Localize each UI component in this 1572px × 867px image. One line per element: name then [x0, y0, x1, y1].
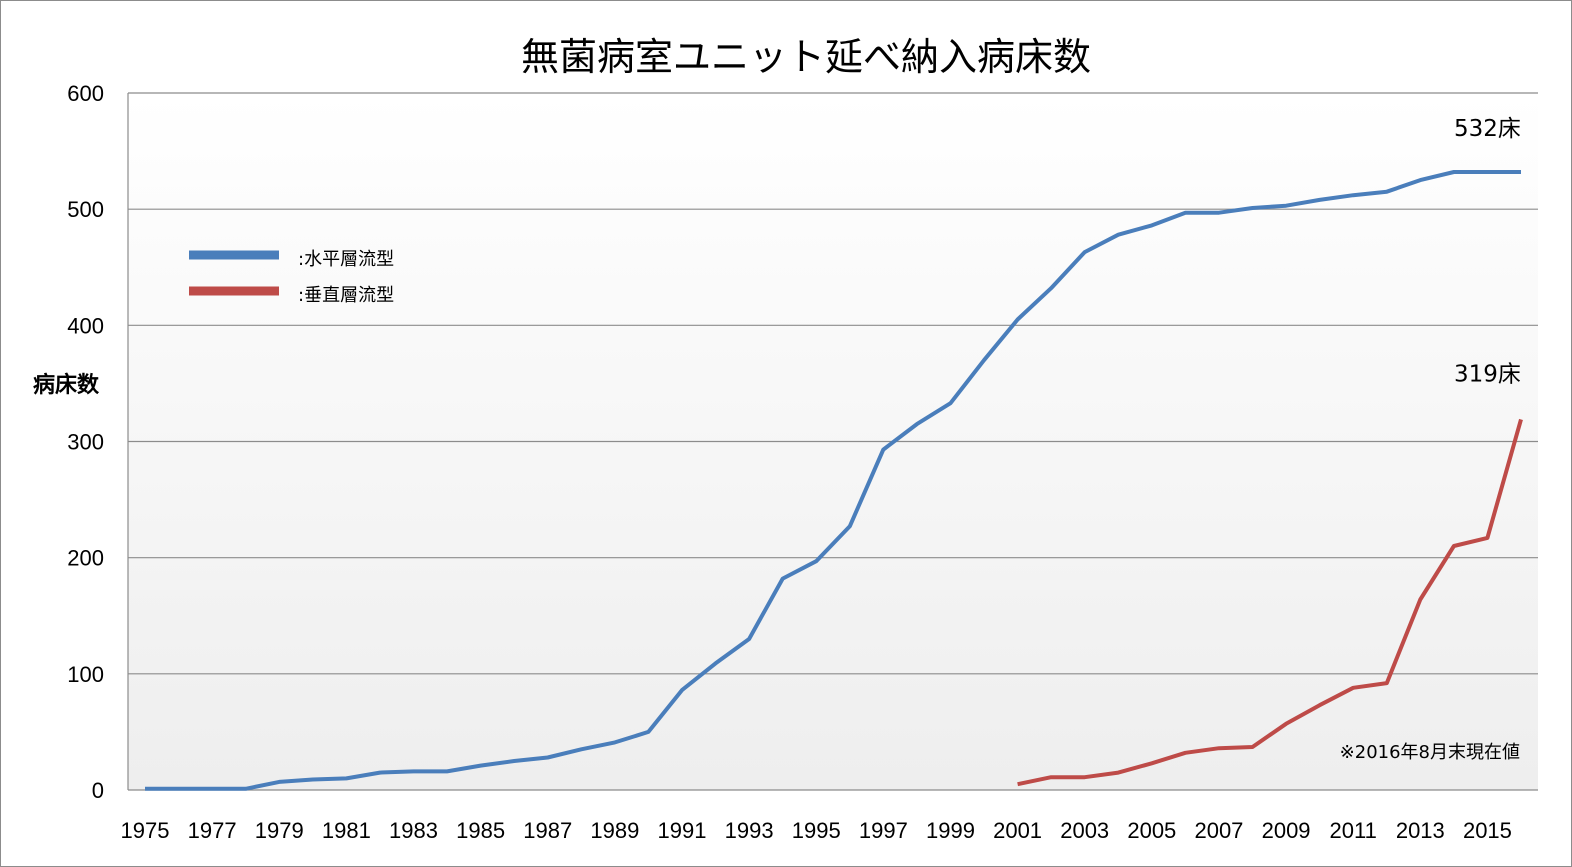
x-tick-label: 1985: [456, 818, 505, 843]
x-tick-label: 2007: [1194, 818, 1243, 843]
x-tick-label: 1979: [255, 818, 304, 843]
x-tick-labels: 1975 1977 1979 1981 1983 1985 1987 1989 1991 1993…: [121, 818, 1512, 843]
x-tick-label: 2015: [1463, 818, 1512, 843]
footnote: ※2016年8月末現在値: [1340, 742, 1520, 763]
x-tick-label: 2001: [993, 818, 1042, 843]
x-tick-label: 2013: [1396, 818, 1445, 843]
x-tick-label: 2009: [1262, 818, 1311, 843]
x-tick-label: 1991: [657, 818, 706, 843]
x-tick-label: 1975: [121, 818, 170, 843]
x-tick-label: 1987: [523, 818, 572, 843]
x-tick-label: 2003: [1060, 818, 1109, 843]
data-label: 532床: [1454, 116, 1521, 142]
chart-title: 無菌病室ユニット延べ納入病床数: [521, 35, 1091, 79]
x-tick-label: 1981: [322, 818, 371, 843]
y-tick-label: 0: [92, 778, 104, 803]
legend-label: :水平層流型: [298, 249, 394, 270]
y-tick-label: 600: [67, 81, 104, 106]
y-tick-label: 300: [67, 430, 104, 455]
x-tick-label: 2011: [1330, 818, 1377, 843]
x-tick-label: 1995: [792, 818, 841, 843]
x-tick-label: 1989: [590, 818, 639, 843]
legend: :水平層流型 :垂直層流型: [189, 249, 394, 306]
y-tick-labels: 0 100 200 300 400 500 600: [67, 81, 104, 803]
y-axis-label: 病床数: [33, 372, 100, 398]
y-tick-label: 500: [67, 197, 104, 222]
legend-label: :垂直層流型: [298, 285, 394, 306]
series-lines: [145, 170, 1523, 791]
x-tick-label: 2005: [1127, 818, 1176, 843]
y-tick-label: 100: [67, 662, 104, 687]
annotations: 532床 319床: [1454, 116, 1521, 387]
x-tick-label: 1977: [188, 818, 237, 843]
x-tick-label: 1999: [926, 818, 975, 843]
x-tick-label: 1997: [859, 818, 908, 843]
x-tick-label: 1993: [725, 818, 774, 843]
series-line-2: [1017, 418, 1523, 787]
series-line-1: [145, 170, 1521, 791]
x-tick-label: 1983: [389, 818, 438, 843]
data-label: 319床: [1454, 361, 1521, 387]
y-tick-label: 200: [67, 546, 104, 571]
y-tick-label: 400: [67, 313, 104, 338]
gridlines: [127, 92, 1538, 791]
